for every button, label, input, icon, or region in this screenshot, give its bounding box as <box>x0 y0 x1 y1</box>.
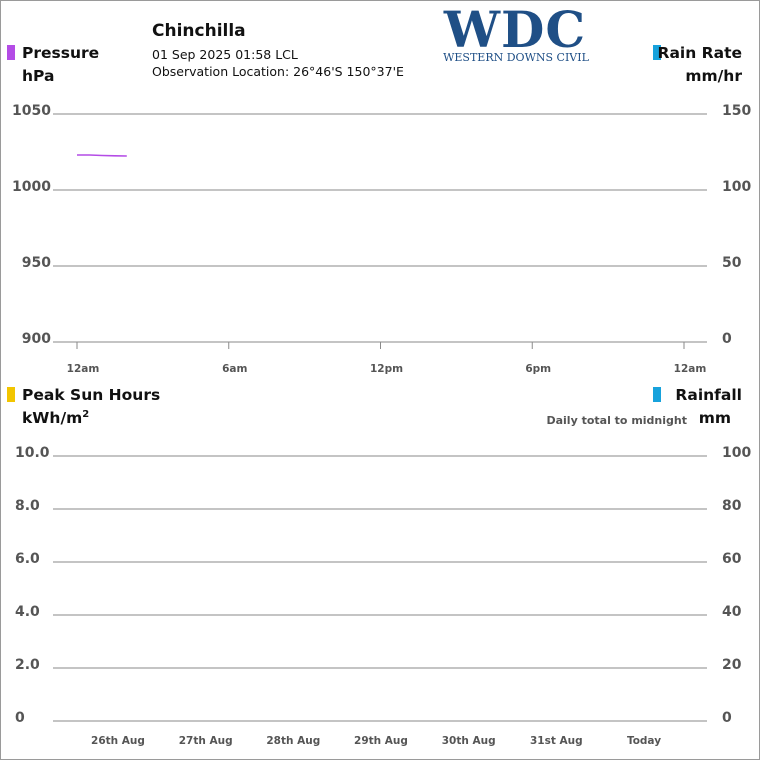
time-tick-label: 12am <box>674 363 707 375</box>
rain-rate-unit: mm/hr <box>685 67 742 85</box>
rainfall-tick-label: 100 <box>722 445 751 461</box>
pressure-tick-label: 1050 <box>12 103 51 119</box>
rainfall-tick-label: 40 <box>722 604 742 620</box>
pressure-series-line <box>77 154 127 157</box>
sun-hours-tick-label: 8.0 <box>15 498 40 514</box>
station-title: Chinchilla <box>152 21 246 41</box>
day-category-label: 27th Aug <box>179 735 233 747</box>
sun-hours-rainfall-chart: 10.0 100 8.0 80 6.0 60 4.0 40 2.0 20 0 0 26th Aug 27t… <box>15 445 751 747</box>
rainfall-legend-swatch <box>653 387 661 402</box>
pressure-tick-label: 950 <box>22 255 51 271</box>
rain-rate-tick-label: 0 <box>722 331 732 347</box>
rainfall-tick-label: 80 <box>722 498 742 514</box>
pressure-tick-label: 1000 <box>12 179 51 195</box>
time-tick-label: 6pm <box>525 363 551 375</box>
pressure-unit: hPa <box>22 67 55 85</box>
rainfall-note: Daily total to midnight <box>546 414 687 427</box>
rain-rate-tick-label: 50 <box>722 255 742 271</box>
time-tick-label: 12pm <box>370 363 403 375</box>
time-tick-label: 12am <box>67 363 100 375</box>
day-category-label: 30th Aug <box>442 735 496 747</box>
sun-hours-tick-label: 0 <box>15 710 25 726</box>
rain-rate-legend-swatch <box>653 45 661 60</box>
rain-rate-label: Rain Rate <box>657 44 742 62</box>
sun-hours-tick-label: 10.0 <box>15 445 50 461</box>
sun-hours-unit: kWh/m2 <box>22 409 90 428</box>
day-category-label: 29th Aug <box>354 735 408 747</box>
rainfall-tick-label: 60 <box>722 551 742 567</box>
rain-rate-tick-label: 150 <box>722 103 751 119</box>
observation-datetime: 01 Sep 2025 01:58 LCL <box>152 47 298 62</box>
logo-main-text: WDC <box>443 4 586 59</box>
pressure-tick-label: 900 <box>22 331 51 347</box>
rainfall-tick-label: 0 <box>722 710 732 726</box>
pressure-label: Pressure <box>22 44 100 62</box>
logo-sub-text: WESTERN DOWNS CIVIL <box>443 51 589 64</box>
sun-hours-tick-label: 6.0 <box>15 551 40 567</box>
rainfall-unit: mm <box>698 409 731 427</box>
sun-hours-tick-label: 4.0 <box>15 604 40 620</box>
day-category-label: 28th Aug <box>266 735 320 747</box>
sun-hours-tick-label: 2.0 <box>15 657 40 673</box>
rainfall-label: Rainfall <box>675 386 742 404</box>
day-category-label: 31st Aug <box>530 735 583 747</box>
sun-hours-legend-swatch <box>7 387 15 402</box>
day-category-label: 26th Aug <box>91 735 145 747</box>
time-tick-label: 6am <box>222 363 247 375</box>
pressure-legend-swatch <box>7 45 15 60</box>
sun-hours-label: Peak Sun Hours <box>22 386 161 404</box>
rainfall-tick-label: 20 <box>722 657 742 673</box>
pressure-rain-rate-chart: 1050 150 1000 100 950 50 900 0 12am 6am 12pm 6pm 12a… <box>12 103 751 375</box>
rain-rate-tick-label: 100 <box>722 179 751 195</box>
day-category-label: Today <box>627 735 661 747</box>
wdc-logo: WDC WESTERN DOWNS CIVIL <box>443 4 590 64</box>
observation-location: Observation Location: 26°46'S 150°37'E <box>152 64 404 79</box>
